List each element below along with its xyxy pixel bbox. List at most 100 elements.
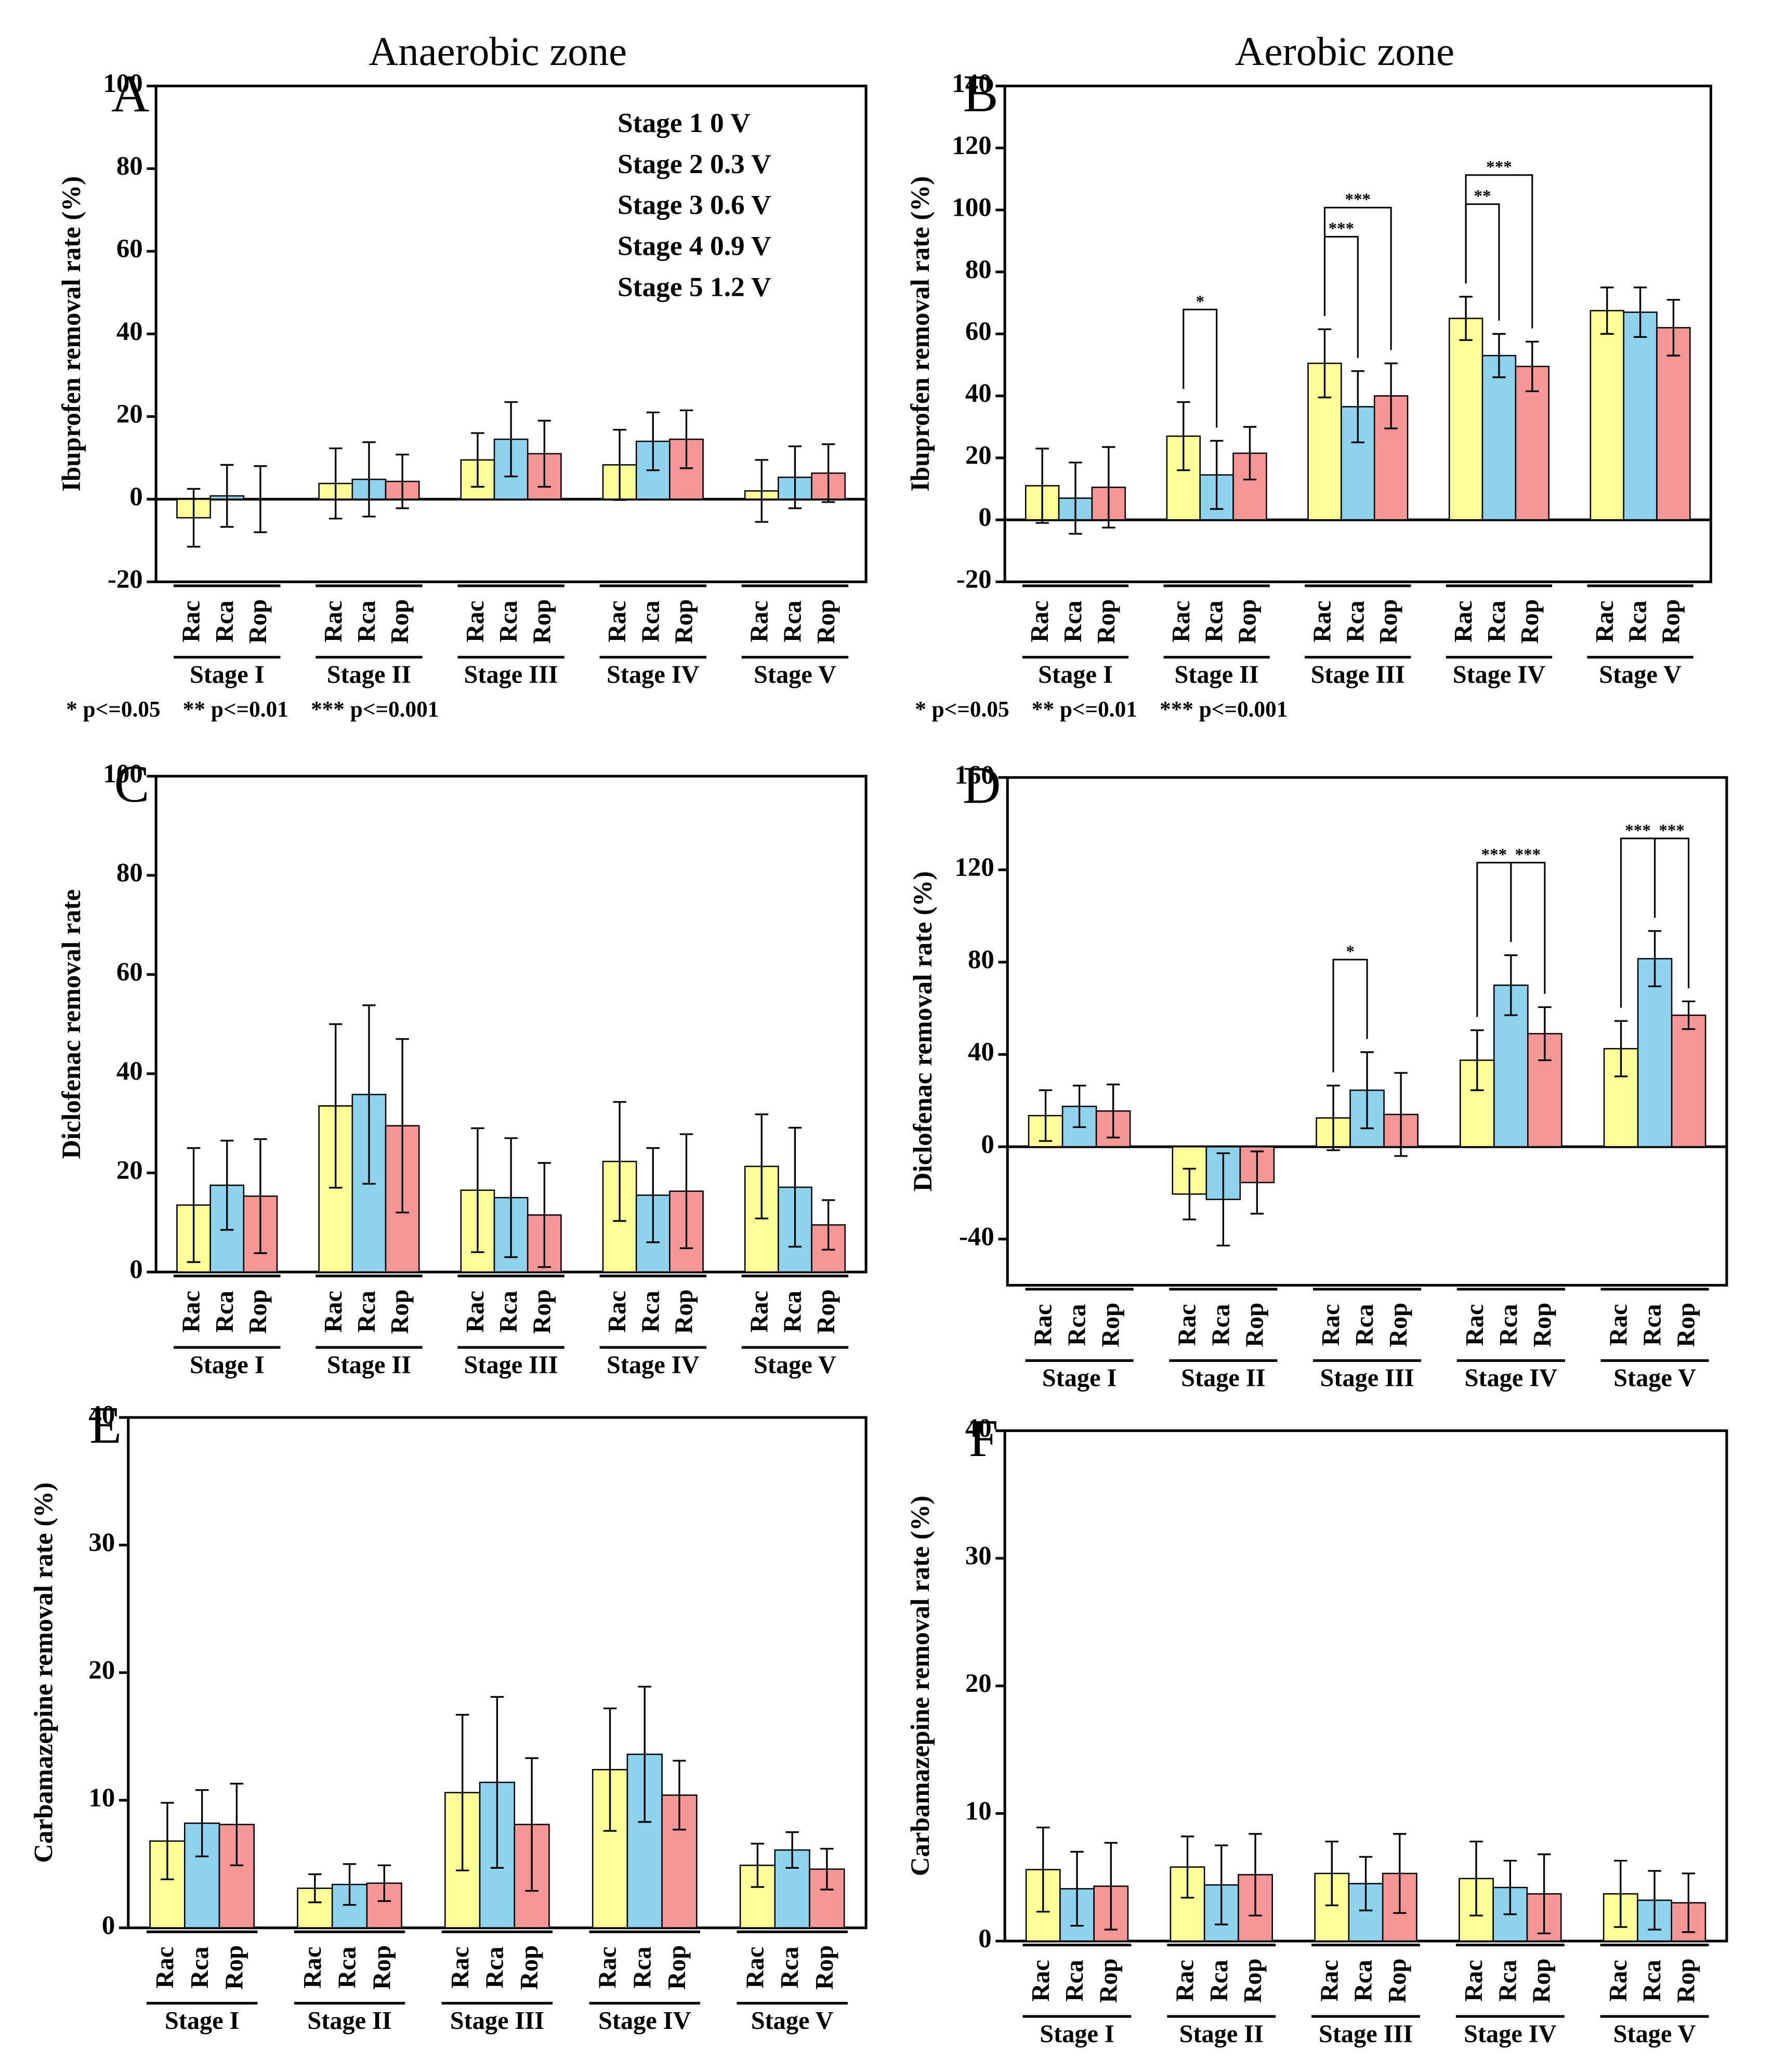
panel-label: F <box>969 1409 999 1468</box>
y-tick-label: 20 <box>116 400 143 429</box>
x-tick-label: Stage II <box>327 1351 411 1379</box>
y-tick-label: 40 <box>88 1401 115 1430</box>
x-tick-label: Stage V <box>754 1351 836 1379</box>
series-label: Rac <box>320 1291 347 1332</box>
series-label: Rca <box>211 600 239 642</box>
x-tick-label: Stage III <box>464 661 558 688</box>
y-tick-label: 10 <box>88 1784 115 1813</box>
significance-label: *** <box>1329 219 1355 238</box>
error-bar <box>220 464 234 528</box>
error-bar <box>220 1139 234 1231</box>
error-bar <box>1469 1840 1483 1917</box>
y-tick-label: 100 <box>952 193 991 222</box>
error-bar <box>455 1714 469 1871</box>
error-bar <box>1537 1853 1551 1935</box>
error-bar <box>396 1038 409 1214</box>
error-bar <box>537 419 551 488</box>
plot-frame <box>1006 776 1728 1287</box>
y-tick-label: 40 <box>116 1057 143 1086</box>
y-axis-label: Ibuprofen removal rate (%) <box>906 176 935 492</box>
error-bar <box>1504 954 1518 1016</box>
error-bar <box>1682 1872 1696 1933</box>
x-tick-label: Stage II <box>327 661 411 688</box>
x-tick-label: Stage IV <box>1465 1365 1558 1392</box>
significance-label: *** <box>1345 190 1371 209</box>
bar <box>1623 311 1658 521</box>
error-bar <box>1359 1856 1373 1911</box>
series-label: Rop <box>516 1945 543 1990</box>
significance-bracket <box>1323 235 1359 358</box>
series-label: Rca <box>1201 600 1228 642</box>
series-label: Rac <box>745 1291 773 1332</box>
series-label: Rca <box>1494 1960 1521 2002</box>
error-bar <box>1492 333 1506 378</box>
x-tick-label: Stage V <box>1613 1365 1696 1392</box>
y-tick-label: -40 <box>959 1222 994 1251</box>
footnote: * p<=0.05 ** p<=0.01 *** p<=0.001 <box>915 697 1288 722</box>
y-axis-label: Diclofenac removal rate (%) <box>909 871 938 1191</box>
x-tick-label: Stage II <box>307 2007 391 2035</box>
error-bar <box>679 409 693 469</box>
error-bar <box>603 1707 617 1832</box>
error-bar <box>1318 328 1332 399</box>
series-label: Rca <box>779 1291 807 1332</box>
series-label: Rop <box>1241 1303 1268 1347</box>
error-bar <box>788 445 802 509</box>
series-label: Rac <box>1316 1960 1343 2002</box>
series-label: Rca <box>1059 600 1087 642</box>
series-label: Rca <box>495 1291 522 1332</box>
y-tick-label: 40 <box>968 1038 994 1067</box>
x-tick-label: Stage IV <box>607 661 700 688</box>
error-bar <box>646 411 660 471</box>
bar <box>1671 1014 1706 1148</box>
footnote: * p<=0.05 ** p<=0.01 *** p<=0.001 <box>66 697 439 722</box>
column-title: Anaerobic zone <box>369 29 627 74</box>
error-bar <box>161 1802 174 1881</box>
series-label: Rca <box>1638 1960 1666 2002</box>
error-bar <box>755 459 769 523</box>
error-bar <box>1503 1859 1517 1916</box>
error-bar <box>504 1137 518 1258</box>
bar <box>1448 318 1483 521</box>
error-bar <box>362 441 376 518</box>
error-bar <box>1614 1020 1628 1078</box>
series-label: Rop <box>386 1289 414 1334</box>
y-tick-label: 100 <box>103 69 142 98</box>
error-bar <box>329 1023 343 1189</box>
error-bar <box>785 1831 799 1869</box>
error-bar <box>679 1133 693 1249</box>
legend-note: Stage 5 1.2 V <box>618 271 771 302</box>
y-axis-label: Carbamazepine removal rate (%) <box>30 1483 59 1863</box>
error-bar <box>377 1864 391 1902</box>
series-label: Rac <box>462 600 489 642</box>
y-tick-label: 140 <box>952 69 991 98</box>
series-label: Rac <box>1461 1304 1489 1346</box>
series-label: Rac <box>1591 600 1619 642</box>
series-label: Rop <box>663 1945 691 1990</box>
x-tick-label: Stage IV <box>598 2007 691 2035</box>
error-bar <box>1177 401 1190 471</box>
error-bar <box>1648 930 1662 988</box>
error-bar <box>1069 462 1082 535</box>
error-bar <box>1249 1833 1262 1917</box>
x-tick-label: Stage III <box>1320 1365 1414 1392</box>
error-bar <box>1216 1152 1230 1247</box>
series-label: Rac <box>1450 600 1477 642</box>
significance-bracket <box>1332 959 1368 1072</box>
y-tick-label: 80 <box>116 152 143 181</box>
error-bar <box>1039 1089 1053 1142</box>
significance-bracket <box>1465 174 1533 329</box>
series-label: Rac <box>1030 1304 1057 1346</box>
x-tick-label: Stage IV <box>1464 2020 1557 2048</box>
bar <box>739 1865 776 1929</box>
x-tick-label: Stage III <box>464 1351 558 1379</box>
x-tick-label: Stage V <box>751 2007 834 2035</box>
error-bar <box>187 1147 201 1263</box>
y-tick-label: 60 <box>116 234 143 264</box>
x-tick-label: Stage IV <box>607 1351 700 1379</box>
series-label: Rac <box>1172 1960 1199 2002</box>
legend-note: Stage 4 0.9 V <box>618 230 771 261</box>
series-label: Rac <box>178 600 205 642</box>
error-bar <box>1070 1851 1084 1927</box>
series-label: Rca <box>1624 600 1652 642</box>
